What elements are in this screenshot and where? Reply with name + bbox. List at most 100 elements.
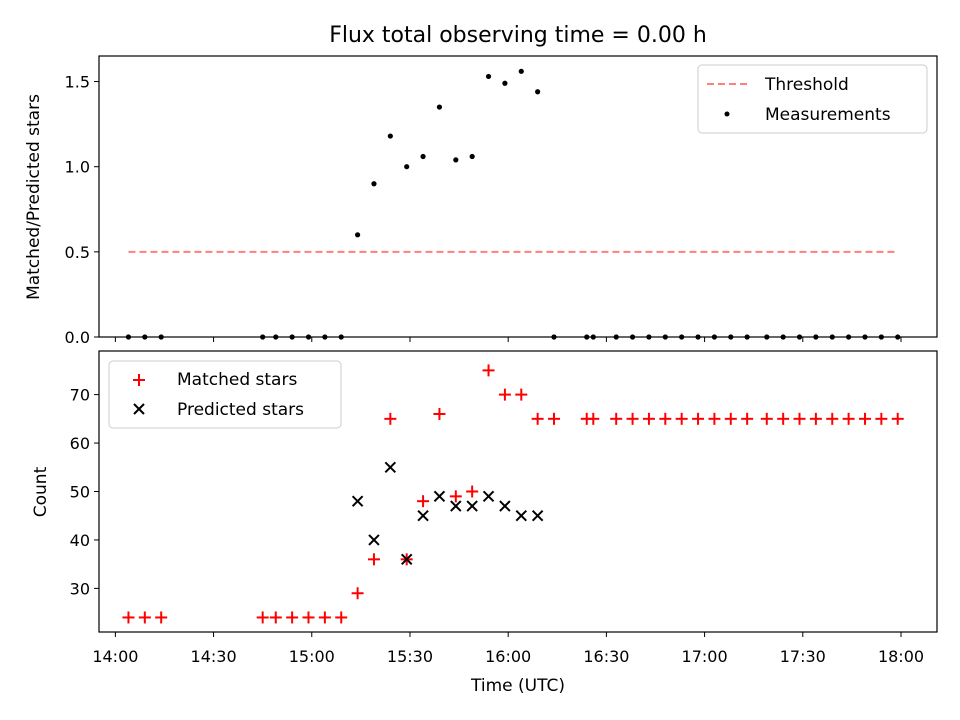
predicted-star-marker xyxy=(499,500,511,512)
top-y-tick-label: 0.0 xyxy=(65,328,90,347)
predicted-star-marker xyxy=(531,510,544,522)
matched-star-marker xyxy=(466,485,479,498)
measurement-point xyxy=(420,153,426,160)
top-x-ticks xyxy=(114,337,902,342)
matched-star-marker xyxy=(531,412,544,425)
matched-star-marker xyxy=(741,412,754,425)
bottom-y-tick-label: 40 xyxy=(70,531,90,550)
matched-star-marker xyxy=(417,495,430,508)
bottom-y-ticks: 30 40 50 60 70 xyxy=(70,386,99,598)
top-y-ticks: 0.0 0.5 1.0 1.5 xyxy=(65,73,99,347)
x-axis-label: Time (UTC) xyxy=(470,676,565,696)
matched-star-marker xyxy=(256,611,269,624)
measurement-point xyxy=(404,164,410,170)
matched-star-marker xyxy=(826,412,839,425)
matched-star-marker xyxy=(626,412,639,425)
top-y-tick-label: 1.0 xyxy=(65,158,90,177)
measurement-point xyxy=(485,73,492,80)
matched-star-marker xyxy=(122,611,135,624)
predicted-star-marker xyxy=(351,495,364,507)
x-tick-label: 14:00 xyxy=(92,647,138,666)
matched-star-marker xyxy=(351,587,364,600)
matched-star-marker xyxy=(659,412,672,425)
matched-star-marker xyxy=(875,412,888,425)
x-tick-label: 15:30 xyxy=(387,647,433,666)
matched-star-marker xyxy=(842,412,855,425)
measurement-point xyxy=(469,153,475,160)
top-legend-box xyxy=(697,64,928,134)
predicted-star-marker xyxy=(466,500,478,512)
bottom-x-ticks: 14:00 14:30 15:00 15:30 16:00 16:30 17:00 17:30… xyxy=(92,632,924,666)
matched-star-marker xyxy=(548,412,561,425)
matched-star-marker xyxy=(286,611,299,624)
predicted-star-marker xyxy=(384,461,397,473)
top-y-axis-label: Matched/Predicted stars xyxy=(24,94,44,300)
x-tick-label: 18:00 xyxy=(878,647,924,666)
matched-star-marker xyxy=(498,388,511,401)
legend-measurements-label: Measurements xyxy=(765,105,891,125)
matched-star-marker xyxy=(642,412,655,425)
matched-star-marker xyxy=(809,412,822,425)
matched-star-marker xyxy=(587,412,600,425)
x-tick-label: 16:30 xyxy=(583,647,629,666)
measurement-point xyxy=(518,68,524,74)
matched-star-marker xyxy=(760,412,773,425)
matched-star-marker xyxy=(138,611,151,624)
measurement-point xyxy=(355,232,361,238)
bottom-plot-marks xyxy=(122,364,904,624)
matched-star-marker xyxy=(610,412,623,425)
predicted-star-marker xyxy=(482,490,495,503)
legend-predicted-label: Predicted stars xyxy=(177,400,304,420)
matched-star-marker xyxy=(793,412,806,425)
x-tick-label: 14:30 xyxy=(191,647,237,666)
matched-star-marker xyxy=(449,490,462,503)
bottom-y-tick-label: 70 xyxy=(70,386,90,405)
x-tick-label: 17:00 xyxy=(682,647,728,666)
predicted-star-marker xyxy=(450,500,462,512)
measurement-point xyxy=(502,80,508,86)
bottom-axes-frame xyxy=(98,350,938,633)
predicted-star-marker xyxy=(368,534,380,546)
chart-title: Flux total observing time = 0.00 h xyxy=(329,23,707,48)
measurement-point xyxy=(453,157,459,163)
bottom-y-tick-label: 50 xyxy=(70,483,90,502)
bottom-legend-box xyxy=(108,360,342,429)
legend-threshold-label: Threshold xyxy=(764,75,849,95)
top-legend: Threshold Measurements xyxy=(697,64,928,134)
predicted-star-marker xyxy=(433,490,446,503)
matched-star-marker xyxy=(515,388,528,401)
legend-matched-swatch xyxy=(133,374,145,386)
legend-matched-label: Matched stars xyxy=(177,370,297,390)
predicted-star-marker xyxy=(417,510,429,522)
top-axes-frame xyxy=(98,55,938,338)
top-y-tick-label: 1.5 xyxy=(65,73,90,92)
matched-star-marker xyxy=(858,412,871,425)
measurement-point xyxy=(371,181,377,187)
measurement-point xyxy=(535,89,541,95)
matched-star-marker xyxy=(155,611,168,624)
matched-star-marker xyxy=(367,553,380,566)
bottom-y-tick-label: 60 xyxy=(70,434,90,453)
matched-star-marker xyxy=(777,412,790,425)
legend-measurements-swatch xyxy=(724,111,730,117)
x-tick-label: 15:00 xyxy=(289,647,335,666)
top-y-tick-label: 0.5 xyxy=(65,243,90,262)
measurement-point xyxy=(387,133,393,139)
matched-star-marker xyxy=(891,412,904,425)
predicted-star-marker xyxy=(515,510,527,522)
matched-star-marker xyxy=(384,412,397,425)
bottom-y-axis-label: Count xyxy=(31,466,51,517)
matched-star-marker xyxy=(675,412,688,425)
matched-star-marker xyxy=(318,611,331,624)
x-tick-label: 17:30 xyxy=(780,647,826,666)
matched-star-marker xyxy=(482,364,495,377)
bottom-y-tick-label: 30 xyxy=(70,579,90,598)
matched-star-marker xyxy=(302,611,315,624)
bottom-legend: Matched stars Predicted stars xyxy=(108,360,342,429)
matched-star-marker xyxy=(433,407,446,420)
matched-star-marker xyxy=(708,412,721,425)
matched-star-marker xyxy=(269,611,282,624)
predicted-star-marker xyxy=(400,553,413,566)
matched-star-marker xyxy=(692,412,705,425)
